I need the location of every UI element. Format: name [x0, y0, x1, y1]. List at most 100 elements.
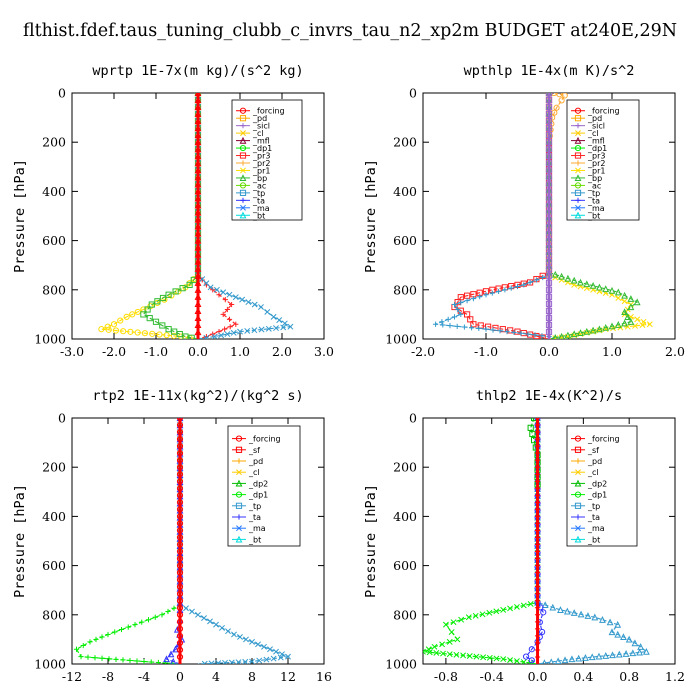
- series-point-forcing: [194, 201, 202, 209]
- series-point-forcing: [176, 604, 184, 611]
- legend-marker: [239, 107, 247, 114]
- legend-entry: _pr1: [252, 166, 270, 175]
- series-point-sicl: [545, 110, 553, 118]
- series-line-dp1: [423, 418, 539, 664]
- series-point-forcing: [534, 633, 541, 639]
- series-point-dp1: [165, 608, 171, 615]
- x-tick-label: 8: [248, 669, 256, 684]
- series-point-tp: [207, 618, 213, 625]
- series-point-dp1: [480, 654, 487, 661]
- series-point-dp1: [152, 614, 158, 620]
- y-axis-label: Pressure [hPa]: [12, 484, 28, 598]
- legend-marker: [574, 144, 582, 152]
- legend-marker: [575, 204, 581, 211]
- legend-marker: [574, 174, 582, 182]
- series-point-pr2: [558, 97, 565, 104]
- series-point-dp1: [446, 638, 453, 645]
- series-point-tp: [243, 636, 249, 643]
- series-point-forcing: [176, 421, 184, 429]
- legend-entry: _pr3: [252, 152, 270, 161]
- series-point-forcing: [194, 279, 202, 286]
- series-point-dp1: [134, 658, 140, 664]
- series-point-bp: [621, 319, 629, 327]
- series-point-forcing: [194, 152, 202, 160]
- series-point-forcing: [534, 520, 541, 527]
- legend-entry: _ma: [252, 204, 270, 213]
- series-point-tp: [540, 274, 546, 281]
- x-tick-label: 0.0: [528, 669, 548, 684]
- series-point-dp1: [460, 652, 467, 659]
- series-point-bp: [152, 318, 160, 325]
- series-point-forcing: [534, 563, 541, 569]
- series-point-tp: [584, 612, 592, 619]
- series-point-pr3: [222, 297, 228, 303]
- legend-marker: [239, 136, 247, 144]
- series-point-tp: [251, 327, 258, 334]
- series-point-tp: [563, 607, 571, 615]
- series-point-forcing: [194, 173, 202, 181]
- series-point-pr1: [98, 326, 105, 333]
- series-point-tp: [588, 653, 596, 661]
- series-point-tp: [231, 631, 237, 638]
- x-tick-label: 0.4: [573, 669, 593, 684]
- series-point-dp1: [423, 648, 426, 655]
- series-point-dp1: [527, 601, 534, 607]
- series-point-bp: [558, 272, 566, 280]
- series-point-tp: [273, 648, 279, 655]
- series-point-tp: [237, 328, 243, 335]
- series-point-tp: [458, 299, 464, 306]
- series-point-pr1: [120, 328, 127, 335]
- series-point-bp: [564, 331, 572, 339]
- legend-entry: _forcing: [248, 435, 281, 444]
- series-point-tp: [575, 654, 583, 662]
- series-point-sicl: [545, 93, 553, 97]
- series-point-forcing: [534, 429, 541, 435]
- series-point-dp1: [466, 653, 473, 659]
- series-point-tp: [270, 313, 277, 320]
- y-tick-label: 0: [58, 86, 66, 101]
- series-point-forcing: [194, 110, 202, 118]
- series-point-ta: [163, 655, 170, 663]
- legend-marker: [575, 469, 581, 476]
- series-point-tp: [577, 610, 585, 618]
- y-axis-label: Pressure [hPa]: [12, 159, 28, 273]
- legend-entry: _tp: [587, 189, 600, 198]
- series-point-tp: [511, 329, 517, 336]
- series-point-forcing: [534, 478, 541, 484]
- series-point-bp: [595, 325, 603, 333]
- series-point-tp: [570, 609, 578, 616]
- series-point-forcing: [176, 443, 184, 450]
- series-point-tp: [602, 652, 610, 659]
- series-point-pr3: [514, 328, 521, 335]
- series-point-dp1: [446, 651, 453, 658]
- legend-entry: _ta: [587, 513, 600, 522]
- series-point-dp1: [159, 612, 165, 618]
- series-point-tp: [258, 304, 264, 310]
- series-point-sicl: [545, 146, 553, 153]
- series-point-sicl: [545, 188, 553, 195]
- series-point-tp: [533, 277, 539, 283]
- series-point-tp: [279, 651, 285, 658]
- series-point-forcing: [176, 499, 184, 506]
- series-point-tp: [228, 659, 235, 664]
- series-point-dp1: [92, 655, 98, 661]
- series-point-dp1: [426, 649, 433, 656]
- legend-marker: [575, 130, 581, 137]
- series-point-bp: [602, 323, 610, 331]
- series-point-forcing: [194, 131, 202, 139]
- series-point-sicl: [545, 160, 553, 167]
- legend-entry: _bt: [587, 535, 600, 544]
- series-point-sicl: [545, 167, 553, 174]
- legend-entry: _tp: [587, 502, 600, 511]
- series-point-sicl: [545, 96, 553, 104]
- chart-panel-2: wpthlp 1E-4x(m K)/s^2 Pressure [hPa] -2.0 -…: [363, 63, 685, 359]
- legend-entry: _dp1: [587, 144, 607, 153]
- x-tick-label: 1.2: [665, 669, 685, 684]
- y-tick-label: 400: [42, 184, 66, 199]
- series-point-tp: [258, 326, 265, 333]
- series-point-bp: [172, 288, 179, 295]
- legend-entry: _pr1: [587, 166, 605, 175]
- x-tick-label: 1.0: [230, 344, 250, 359]
- legend: _forcing _sf _pd _cl _dp2 _dp1 _tp _ta _ma _bt: [566, 425, 638, 547]
- series-point-dp1: [458, 616, 465, 623]
